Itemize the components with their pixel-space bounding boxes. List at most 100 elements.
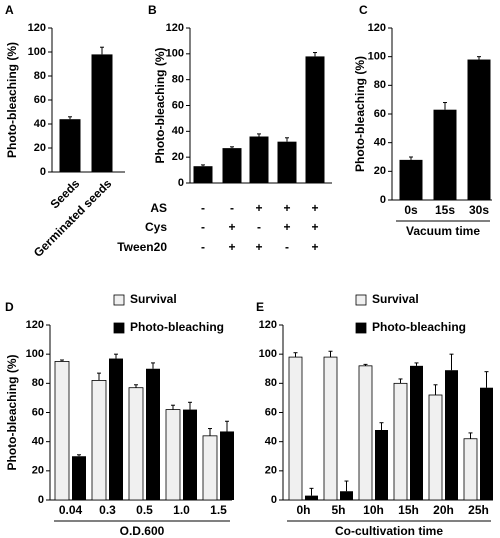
panel-d-y-label: Photo-bleaching (%) bbox=[5, 355, 19, 471]
panel-c-y-tick-label: 20 bbox=[374, 165, 386, 177]
panel-d-y-tick-label: 100 bbox=[26, 348, 44, 360]
panel-d-letter: D bbox=[5, 300, 14, 314]
panel-b-condition-mark: + bbox=[311, 220, 318, 234]
panel-d-legend-swatch bbox=[113, 322, 125, 334]
panel-e-x-tick-label: 0h bbox=[296, 503, 310, 517]
panel-b-condition-mark: + bbox=[228, 220, 235, 234]
panel-b-condition-label: AS bbox=[150, 201, 167, 215]
panel-e-bar bbox=[445, 370, 458, 500]
panel-d-legend-label: Photo-bleaching bbox=[130, 320, 224, 334]
panel-b-condition-mark: + bbox=[283, 220, 290, 234]
panel-a-y-tick-label: 100 bbox=[28, 46, 46, 58]
panel-a-y-tick-label: 120 bbox=[28, 22, 46, 34]
panel-e-legend-label: Survival bbox=[372, 292, 419, 306]
panel-e-x-label: Co-cultivation time bbox=[335, 524, 443, 538]
panel-e-bar bbox=[340, 491, 353, 500]
panel-d-y-tick-label: 0 bbox=[38, 494, 44, 506]
panel-e-x-tick-label: 25h bbox=[468, 503, 489, 517]
panel-e-bar bbox=[463, 438, 478, 501]
panel-b-bar bbox=[193, 166, 213, 183]
panel-b-bar bbox=[305, 56, 325, 183]
panel-d-x-tick-label: 1.0 bbox=[173, 503, 190, 517]
panel-b-condition-mark: + bbox=[311, 240, 318, 254]
panel-d-y-tick-label: 80 bbox=[32, 377, 44, 389]
panel-b-condition-mark: - bbox=[285, 240, 289, 254]
panel-d-bar bbox=[54, 361, 70, 501]
panel-e-legend-swatch bbox=[355, 322, 367, 334]
panel-d-bar bbox=[183, 409, 197, 500]
panel-d-bar bbox=[128, 387, 144, 501]
panel-d-x-tick-label: 0.04 bbox=[59, 503, 83, 517]
panel-e-chart: E 0 20 40 60 80 100 120 0h 5h 10h 15h 20h 25h Co-culti… bbox=[256, 292, 493, 538]
panel-e-y-tick-label: 120 bbox=[259, 319, 277, 331]
panel-e-letter: E bbox=[256, 300, 264, 314]
panel-d-y-tick-label: 40 bbox=[32, 436, 44, 448]
panel-d-y-tick-label: 120 bbox=[26, 319, 44, 331]
panel-d-chart: D 0 20 40 60 80 100 120 Photo-bleaching (%) 0.04 0… bbox=[5, 292, 234, 538]
panel-a-bar bbox=[91, 54, 113, 172]
panel-a-letter: A bbox=[5, 3, 14, 17]
panel-b-condition-label: Cys bbox=[145, 220, 167, 234]
panel-c-y-tick-label: 80 bbox=[374, 79, 386, 91]
panel-e-x-tick-label: 20h bbox=[433, 503, 454, 517]
panel-b-condition-mark: + bbox=[255, 240, 262, 254]
panel-b-bar bbox=[277, 141, 297, 183]
panel-b-y-tick-label: 40 bbox=[172, 125, 184, 137]
panel-c-y-tick-label: 40 bbox=[374, 137, 386, 149]
panel-b-condition-mark: - bbox=[201, 220, 205, 234]
panel-b-y-tick-label: 20 bbox=[172, 151, 184, 163]
panel-d-bar bbox=[91, 380, 107, 501]
panel-e-legend-label: Photo-bleaching bbox=[372, 320, 466, 334]
panel-d-x-tick-label: 0.3 bbox=[99, 503, 116, 517]
panel-a-y-label: Photo-bleaching (%) bbox=[5, 42, 19, 158]
panel-c-y-tick-label: 60 bbox=[374, 108, 386, 120]
panel-e-bar bbox=[428, 394, 443, 501]
panel-b-condition-mark: + bbox=[255, 201, 262, 215]
panel-b-chart: B 0 20 40 60 80 100 120 Photo-bleaching (%) AS - - +… bbox=[117, 3, 332, 254]
panel-d-bar bbox=[72, 456, 86, 500]
panel-b-condition-mark: + bbox=[311, 201, 318, 215]
panel-d-legend-label: Survival bbox=[130, 292, 177, 306]
panel-e-bar bbox=[480, 387, 493, 500]
panel-d-bar bbox=[165, 409, 181, 501]
panel-b-condition-mark: - bbox=[230, 201, 234, 215]
panel-c-x-tick-label: 0s bbox=[404, 203, 418, 217]
panel-c-y-tick-label: 0 bbox=[380, 194, 386, 206]
panel-b-condition-mark: - bbox=[201, 240, 205, 254]
panel-d-legend-swatch bbox=[113, 294, 125, 306]
panel-a-bar bbox=[59, 119, 81, 172]
panel-e-x-tick-label: 15h bbox=[398, 503, 419, 517]
panel-b-condition-label: Tween20 bbox=[117, 240, 167, 254]
panel-a-y-tick-label: 20 bbox=[34, 142, 46, 154]
panel-c-y-label: Photo-bleaching (%) bbox=[353, 56, 367, 172]
panel-c-bar bbox=[467, 59, 491, 201]
panel-d-y-tick-label: 60 bbox=[32, 406, 44, 418]
panel-a-y-tick-label: 80 bbox=[34, 70, 46, 82]
panel-e-x-tick-label: 5h bbox=[331, 503, 345, 517]
panel-a-y-tick-label: 0 bbox=[40, 166, 46, 178]
panel-d-bar bbox=[146, 368, 160, 500]
panel-e-bar bbox=[358, 365, 373, 501]
panel-a-y-tick-label: 60 bbox=[34, 94, 46, 106]
panel-e-bar bbox=[410, 365, 423, 500]
panel-b-letter: B bbox=[148, 3, 157, 17]
panel-e-y-tick-label: 60 bbox=[265, 406, 277, 418]
panel-b-y-label: Photo-bleaching (%) bbox=[153, 48, 167, 164]
panel-b-bar bbox=[222, 148, 242, 183]
panel-d-bar bbox=[202, 435, 218, 501]
panel-b-condition-mark: + bbox=[228, 240, 235, 254]
panel-c-x-tick-label: 15s bbox=[435, 203, 455, 217]
panel-b-condition-mark: + bbox=[283, 201, 290, 215]
panel-e-y-tick-label: 100 bbox=[259, 348, 277, 360]
panel-d-x-label: O.D.600 bbox=[120, 524, 165, 538]
panel-e-bar bbox=[323, 356, 338, 501]
panel-e-y-tick-label: 0 bbox=[271, 494, 277, 506]
panel-c-bar bbox=[399, 159, 423, 200]
panel-c-y-tick-label: 120 bbox=[368, 22, 386, 34]
panel-b-condition-mark: - bbox=[201, 201, 205, 215]
panel-c-letter: C bbox=[359, 3, 368, 17]
panel-b-y-tick-label: 80 bbox=[172, 74, 184, 86]
panel-e-legend-swatch bbox=[355, 294, 367, 306]
panel-c-x-tick-label: 30s bbox=[469, 203, 489, 217]
